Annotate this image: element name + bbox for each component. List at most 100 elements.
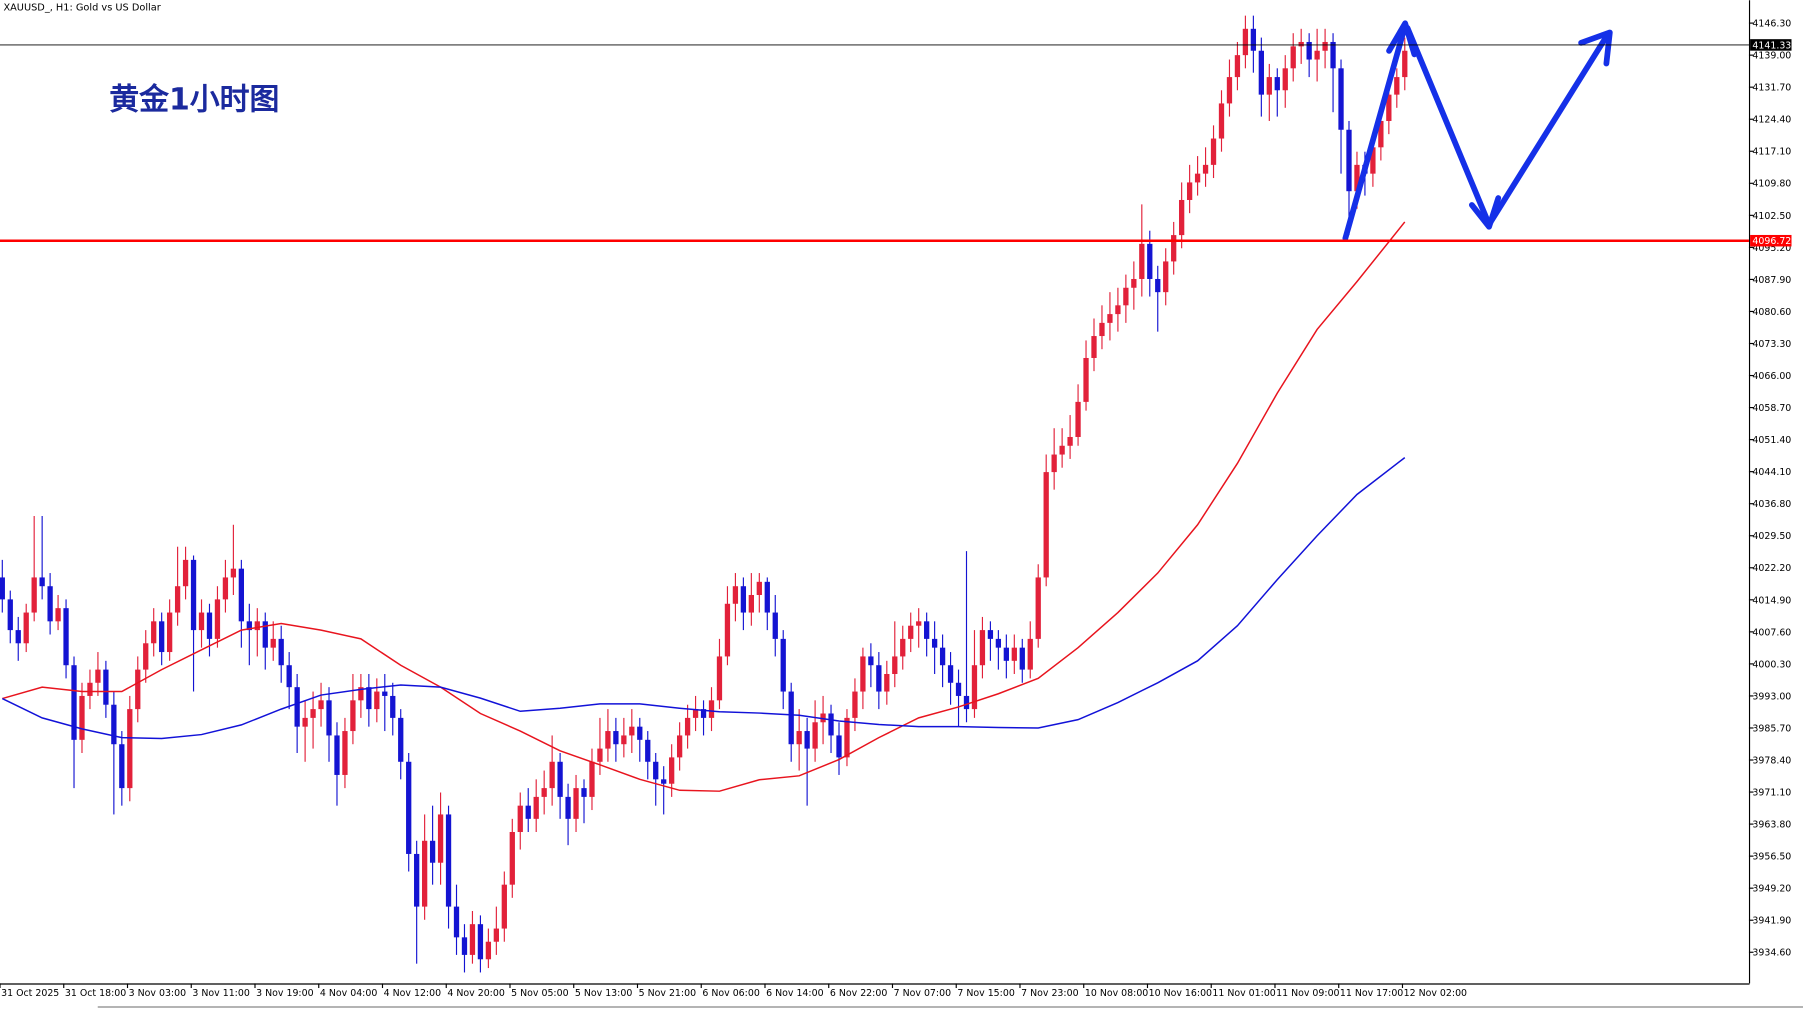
- candle-body: [676, 735, 683, 758]
- candle-body: [629, 726, 635, 736]
- candle-body: [1139, 243, 1145, 279]
- y-tick-label: 4000.30: [1752, 659, 1791, 670]
- y-tick-label: 4139.00: [1752, 51, 1791, 62]
- candle-body: [1306, 41, 1312, 60]
- x-tick-label: 10 Nov 16:00: [1149, 988, 1212, 999]
- candle-body: [87, 682, 93, 696]
- candle-body: [47, 586, 53, 622]
- chart-header: XAUUSD_, H1: Gold vs US Dollar: [3, 3, 161, 14]
- candle-body: [1027, 638, 1033, 670]
- candle-body: [812, 722, 818, 749]
- price-tag: [1750, 39, 1792, 51]
- candle-body: [868, 656, 874, 666]
- y-tick-label: 4007.60: [1752, 627, 1791, 638]
- chart-title: 黄金1小时图: [109, 83, 279, 118]
- candle-body: [939, 647, 946, 666]
- y-tick-label: 4044.10: [1752, 467, 1791, 478]
- candle-body: [621, 735, 627, 745]
- y-tick-label: 3978.40: [1752, 755, 1791, 766]
- candle-body: [1083, 357, 1089, 402]
- candle-body: [724, 603, 731, 657]
- candle-body: [55, 608, 61, 622]
- y-tick-label: 4124.40: [1752, 115, 1791, 126]
- candle-body: [852, 691, 858, 718]
- candle-body: [79, 695, 85, 740]
- candle-body: [820, 713, 826, 723]
- candle-body: [916, 621, 922, 626]
- candle-body: [828, 713, 834, 736]
- candle-body: [334, 735, 340, 775]
- y-tick-label: 4102.50: [1752, 211, 1791, 222]
- candle-body: [270, 638, 276, 648]
- candle-body: [1171, 235, 1177, 262]
- x-tick-label: 7 Nov 23:00: [1021, 988, 1078, 999]
- candle-body: [1123, 287, 1129, 306]
- candle-body: [1019, 647, 1025, 670]
- candle-body: [931, 638, 938, 648]
- y-tick-label: 4095.20: [1752, 243, 1791, 254]
- y-tick-label: 4109.80: [1752, 179, 1791, 190]
- candle-body: [214, 599, 221, 639]
- candle-body: [573, 788, 579, 819]
- candle-body: [135, 669, 141, 710]
- y-tick-label: 4146.30: [1752, 19, 1791, 30]
- candle-body: [1250, 28, 1257, 51]
- x-tick-label: 6 Nov 06:00: [702, 988, 759, 999]
- x-tick-label: 4 Nov 12:00: [384, 988, 441, 999]
- candle-body: [445, 814, 452, 907]
- x-tick-label: 11 Nov 01:00: [1212, 988, 1275, 999]
- y-tick-label: 3949.20: [1752, 884, 1791, 895]
- x-tick-label: 12 Nov 02:00: [1404, 988, 1467, 999]
- y-tick-label: 4022.20: [1752, 563, 1791, 574]
- candle-body: [1314, 50, 1320, 60]
- candle-body: [684, 717, 691, 736]
- candle-body: [1322, 41, 1328, 51]
- y-tick-label: 4051.40: [1752, 435, 1791, 446]
- candle-body: [230, 568, 237, 578]
- y-tick-label: 4029.50: [1752, 531, 1791, 542]
- candle-body: [637, 726, 643, 740]
- candle-body: [1202, 164, 1209, 174]
- forecast-arrows: [1342, 20, 1613, 242]
- candle-body: [477, 924, 484, 960]
- candle-body: [1186, 182, 1193, 200]
- candle-body: [1282, 68, 1288, 91]
- candle-body: [1346, 129, 1352, 192]
- candle-body: [151, 621, 157, 644]
- candle-body: [876, 665, 882, 692]
- candle-body: [7, 599, 13, 631]
- candle-body: [541, 788, 547, 797]
- x-tick-label: 4 Nov 04:00: [320, 988, 377, 999]
- candle-body: [700, 709, 707, 718]
- candle-body: [971, 665, 978, 710]
- candle-body: [557, 761, 563, 797]
- candle-body: [382, 691, 388, 696]
- candle-body: [1298, 41, 1304, 47]
- candle-body: [1051, 454, 1057, 473]
- candle-body: [756, 581, 762, 595]
- candle-body: [95, 669, 101, 683]
- candle-body: [669, 757, 675, 784]
- candle-body: [1163, 261, 1169, 293]
- candle-body: [963, 695, 970, 710]
- candle-body: [1402, 50, 1408, 78]
- candle-body: [955, 682, 962, 696]
- candle-body: [565, 796, 571, 819]
- x-tick-label: 10 Nov 08:00: [1085, 988, 1148, 999]
- candle-body: [23, 612, 29, 644]
- candle-body: [1091, 336, 1097, 358]
- candle-body: [71, 665, 77, 740]
- candle-body: [1194, 173, 1201, 183]
- candle-body: [716, 656, 723, 701]
- price-tag-label: 4096.72: [1752, 236, 1791, 247]
- candle-body: [1242, 28, 1249, 56]
- candle-body: [1258, 50, 1264, 95]
- candle-body: [286, 665, 292, 688]
- candle-body: [1218, 103, 1225, 139]
- x-tick-label: 31 Oct 18:00: [65, 988, 126, 999]
- candle-body: [278, 638, 284, 666]
- candle-body: [318, 700, 324, 710]
- price-tag-label: 4141.33: [1752, 40, 1791, 51]
